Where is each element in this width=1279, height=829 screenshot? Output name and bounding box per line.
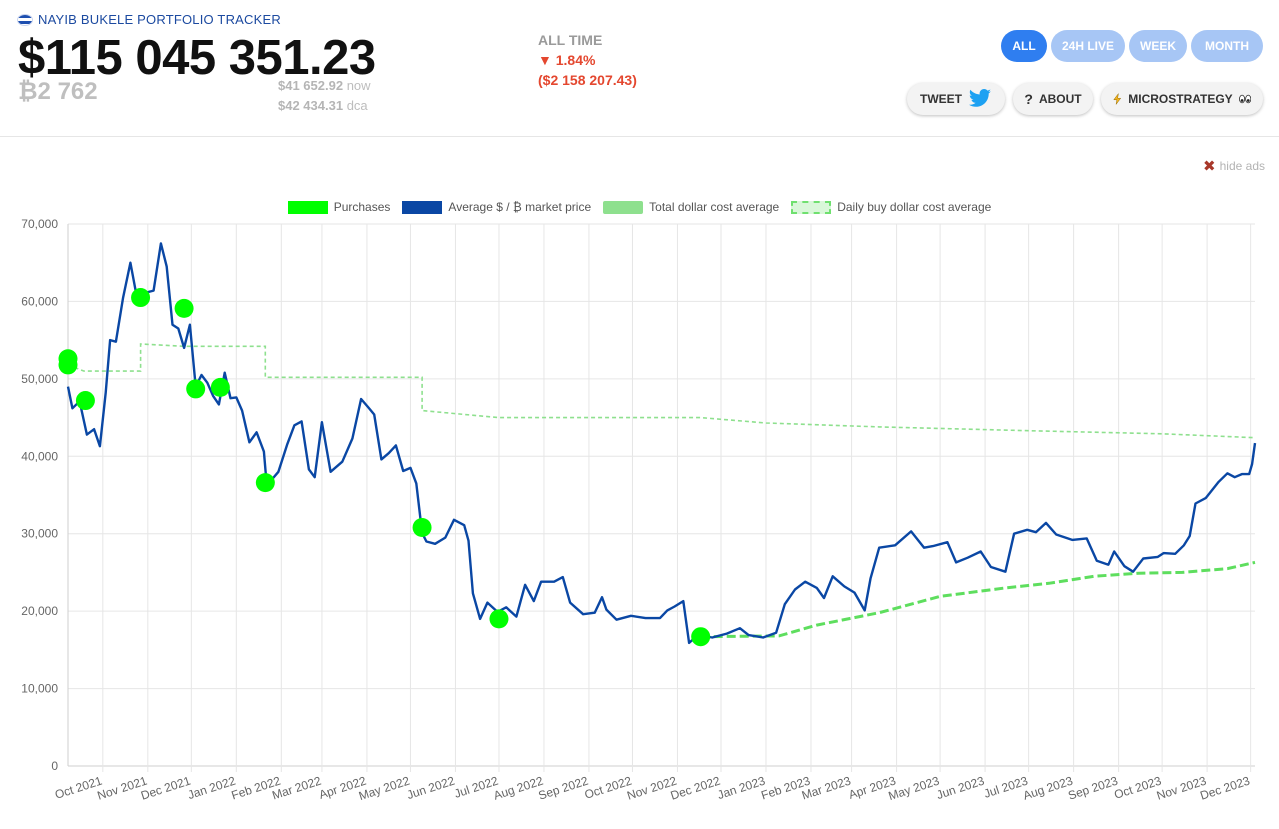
daily-dca-line xyxy=(700,560,1256,639)
purchase-point xyxy=(58,355,78,375)
current-price-value: $41 652.92 xyxy=(278,78,344,93)
purchase-point xyxy=(186,379,206,399)
tab-week[interactable]: WEEK xyxy=(1129,30,1187,62)
header: NAYIB BUKELE PORTFOLIO TRACKER $115 045 … xyxy=(0,0,1279,137)
x-tick-label: Oct 2021 xyxy=(53,773,104,801)
x-tick-label: Jun 2022 xyxy=(405,773,457,802)
x-tick-label: Aug 2022 xyxy=(492,773,546,802)
legend-swatch xyxy=(287,200,328,214)
total-dca-line xyxy=(67,343,1256,439)
x-tick-label: Feb 2023 xyxy=(759,773,812,802)
x-tick-label: Dec 2022 xyxy=(669,773,722,802)
x-tick-label: May 2022 xyxy=(357,773,412,803)
tab-all[interactable]: ALL xyxy=(1001,30,1047,62)
x-tick-label: Jul 2022 xyxy=(452,773,500,800)
dca-price-label: dca xyxy=(346,98,368,113)
y-tick-label: 50,000 xyxy=(21,372,58,386)
x-tick-label: Jun 2023 xyxy=(935,773,987,802)
legend-daily-dca[interactable]: Daily buy dollar cost average xyxy=(791,200,991,214)
purchase-point xyxy=(489,609,509,629)
x-tick-label: Jan 2022 xyxy=(186,773,238,802)
current-price: $41 652.92 now xyxy=(278,78,371,93)
x-tick-label: Apr 2023 xyxy=(847,773,898,801)
hide-ads-link[interactable]: ✖ hide ads xyxy=(1203,157,1265,175)
microstrategy-button[interactable]: MICROSTRATEGY xyxy=(1101,83,1263,115)
y-tick-label: 40,000 xyxy=(21,449,58,463)
action-buttons: TWEET ? ABOUT MICROSTRATEGY xyxy=(907,83,1263,115)
x-tick-label: Nov 2022 xyxy=(625,773,678,802)
about-button[interactable]: ? ABOUT xyxy=(1013,83,1093,115)
tweet-label: TWEET xyxy=(920,92,962,106)
legend-swatch xyxy=(791,200,832,214)
twitter-bird-icon xyxy=(969,89,991,107)
x-tick-label: Jul 2023 xyxy=(982,773,1030,800)
x-tick-label: Aug 2023 xyxy=(1021,773,1075,802)
x-tick-label: Oct 2023 xyxy=(1112,773,1163,801)
microstrategy-label: MICROSTRATEGY xyxy=(1128,92,1233,106)
y-tick-label: 70,000 xyxy=(21,217,58,231)
portfolio-value: $115 045 351.23 xyxy=(18,31,376,85)
legend-swatch xyxy=(402,200,443,214)
legend-label: Average $ / ₿ market price xyxy=(448,200,592,214)
legend-swatch xyxy=(603,200,644,214)
purchase-point xyxy=(174,298,194,318)
market-price-line xyxy=(66,242,1257,645)
purchase-point xyxy=(412,518,432,538)
x-tick-label: Sep 2023 xyxy=(1066,773,1120,802)
purchase-point xyxy=(255,473,275,493)
change-amount: ($2 158 207.43) xyxy=(538,72,637,88)
y-tick-label: 20,000 xyxy=(21,604,58,618)
brand: NAYIB BUKELE PORTFOLIO TRACKER xyxy=(18,12,281,27)
x-tick-label: Dec 2021 xyxy=(139,773,192,802)
tab-month[interactable]: MONTH xyxy=(1191,30,1263,62)
y-tick-label: 0 xyxy=(51,759,58,773)
x-tick-label: Feb 2022 xyxy=(230,773,283,802)
purchase-point xyxy=(131,288,151,308)
purchase-point xyxy=(58,349,78,369)
x-tick-label: Dec 2023 xyxy=(1198,773,1251,802)
x-tick-label: Oct 2022 xyxy=(583,773,634,801)
eyes-icon xyxy=(1238,94,1251,104)
app-title: NAYIB BUKELE PORTFOLIO TRACKER xyxy=(38,12,281,27)
x-tick-label: Nov 2023 xyxy=(1155,773,1208,802)
legend-label: Daily buy dollar cost average xyxy=(837,200,992,214)
hide-ads-label: hide ads xyxy=(1219,159,1265,173)
period-label: ALL TIME xyxy=(538,32,603,48)
x-tick-label: Sep 2022 xyxy=(537,773,591,802)
question-mark-icon: ? xyxy=(1024,91,1033,107)
purchase-point xyxy=(691,627,711,647)
period-tabs: ALL 24H LIVE WEEK MONTH xyxy=(1001,30,1263,62)
about-label: ABOUT xyxy=(1038,92,1082,106)
x-tick-label: Mar 2023 xyxy=(800,773,853,802)
legend-total-dca[interactable]: Total dollar cost average xyxy=(603,200,779,214)
legend-label: Total dollar cost average xyxy=(649,200,780,214)
change-percent: ▼ 1.84% xyxy=(538,52,596,68)
x-tick-label: Jan 2023 xyxy=(716,773,768,802)
current-price-label: now xyxy=(346,78,371,93)
close-icon: ✖ xyxy=(1203,158,1216,175)
y-tick-label: 60,000 xyxy=(21,294,58,308)
dca-price: $42 434.31 dca xyxy=(278,98,368,113)
el-salvador-flag-icon xyxy=(18,14,32,25)
purchase-point xyxy=(75,391,95,411)
y-tick-label: 10,000 xyxy=(21,682,58,696)
dca-price-value: $42 434.31 xyxy=(278,98,344,113)
purchase-point xyxy=(210,377,230,397)
legend-purchases[interactable]: Purchases xyxy=(287,200,391,214)
legend-label: Purchases xyxy=(333,200,391,214)
lightning-icon xyxy=(1113,93,1122,105)
x-tick-label: Apr 2022 xyxy=(317,773,368,801)
y-tick-label: 30,000 xyxy=(21,527,58,541)
legend-market-price[interactable]: Average $ / ₿ market price xyxy=(402,200,591,214)
chart-legend: Purchases Average $ / ₿ market price Tot… xyxy=(0,200,1279,214)
tweet-button[interactable]: TWEET xyxy=(907,83,1005,115)
tab-24h-live[interactable]: 24H LIVE xyxy=(1051,30,1125,62)
x-tick-label: Mar 2022 xyxy=(270,773,323,802)
x-tick-label: Nov 2021 xyxy=(96,773,149,802)
btc-amount: ₿2 762 xyxy=(18,78,98,105)
x-tick-label: May 2023 xyxy=(887,773,942,803)
